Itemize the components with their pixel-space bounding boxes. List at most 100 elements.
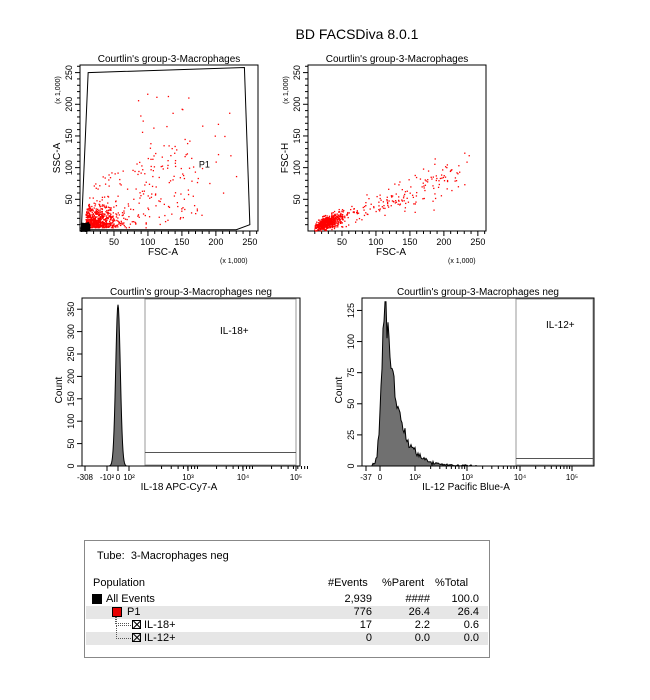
event-dot [368, 198, 370, 200]
event-dot [102, 214, 104, 217]
event-dot [138, 170, 140, 173]
event-dot [85, 216, 88, 218]
event-dot [125, 227, 128, 229]
event-dot [333, 210, 336, 213]
event-dot [318, 222, 321, 224]
event-dot [85, 213, 87, 216]
event-dot [97, 221, 100, 223]
event-dot [105, 224, 108, 226]
event-dot [337, 214, 339, 216]
event-dot [326, 223, 328, 225]
table-row[interactable]: IL-18+ 17 2.2 0.6 [86, 617, 488, 632]
event-dot [348, 212, 350, 214]
x-tick-label: 250 [470, 237, 485, 247]
event-dot [326, 224, 328, 226]
plot-title: Courtlin's group-3-Macrophages [98, 54, 241, 65]
event-dot [330, 216, 333, 218]
event-dot [92, 217, 94, 219]
event-dot [176, 149, 178, 151]
event-dot [172, 179, 174, 181]
plot-title: Courtlin's group-3-Macrophages neg [110, 287, 272, 298]
event-dot [451, 169, 453, 171]
event-dot [107, 211, 109, 213]
tree-connector [116, 626, 131, 639]
event-dot [324, 222, 327, 224]
event-dot [431, 178, 433, 180]
event-dot [89, 207, 91, 209]
event-dot [99, 213, 101, 216]
event-dot [457, 173, 459, 175]
event-dot [217, 123, 220, 126]
event-dot [103, 215, 105, 217]
event-dot [124, 218, 127, 220]
event-dot [353, 208, 355, 210]
table-row[interactable]: All Events 2,939 #### 100.0 [86, 593, 488, 606]
event-dot [224, 135, 226, 138]
event-dot [179, 177, 182, 179]
event-dot [104, 223, 106, 225]
event-dot [325, 228, 327, 231]
event-dot [323, 219, 325, 221]
event-dot [120, 184, 122, 186]
event-dot [342, 211, 344, 213]
event-dot [195, 212, 197, 215]
event-dot [193, 204, 196, 207]
event-dot [81, 222, 84, 225]
event-dot [87, 215, 89, 218]
event-dot [442, 169, 444, 171]
event-dot [182, 216, 184, 219]
event-dot [94, 222, 96, 224]
event-dot [137, 100, 140, 102]
event-dot [432, 200, 434, 202]
x-tick-label: 50 [109, 237, 119, 247]
event-dot [107, 223, 109, 225]
event-dot [181, 108, 183, 110]
event-dot [100, 225, 102, 227]
event-dot [322, 217, 324, 220]
event-dot [93, 214, 95, 217]
y-tick-label: 200 [292, 97, 302, 112]
event-dot [404, 191, 407, 193]
event-dot [332, 215, 335, 217]
event-dot [363, 214, 366, 217]
table-row[interactable]: P1 776 26.4 26.4 [86, 606, 488, 619]
y-tick-label: 100 [66, 414, 76, 429]
event-dot [94, 211, 96, 213]
event-dot [90, 217, 92, 219]
event-dot [407, 201, 410, 203]
event-dot [111, 226, 113, 229]
event-dot [142, 213, 145, 215]
dot-cloud [314, 152, 470, 232]
event-dot [97, 220, 99, 222]
event-dot [339, 214, 342, 216]
histogram-gate-label: IL-12+ [546, 320, 575, 331]
event-dot [215, 161, 217, 163]
event-dot [114, 220, 116, 222]
event-dot [91, 223, 93, 225]
event-dot [147, 93, 149, 95]
event-dot [90, 224, 92, 226]
event-dot [87, 214, 89, 217]
event-dot [327, 226, 329, 228]
x-tick-label: 0 [378, 473, 383, 482]
y-tick-label: 125 [346, 303, 356, 318]
event-dot [87, 220, 89, 223]
event-dot [336, 218, 339, 221]
event-dot [98, 215, 100, 217]
event-dot [96, 225, 98, 227]
event-dot [91, 214, 93, 216]
event-dot [109, 218, 112, 221]
event-dot [88, 215, 90, 218]
event-dot [321, 220, 323, 222]
table-row[interactable]: IL-12+ 0 0.0 0.0 [86, 626, 488, 645]
event-dot [434, 197, 437, 200]
event-dot [109, 177, 112, 179]
event-dot [85, 219, 87, 221]
x-tick-label: 10² [409, 473, 421, 482]
event-dot [173, 175, 175, 178]
x-tick-label: 10² [123, 473, 135, 482]
event-dot [162, 168, 164, 170]
event-dot [160, 198, 162, 200]
event-dot [414, 203, 416, 205]
event-dot [441, 177, 443, 179]
